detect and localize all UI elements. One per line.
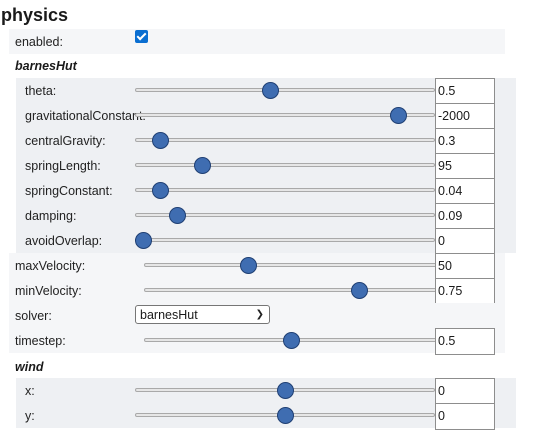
gravitationalconstant-slider-track[interactable] [135,107,435,124]
group-title-wind: wind [15,360,44,374]
theta-input[interactable]: 0.5 [435,78,495,105]
gravitationalconstant-input[interactable]: -2000 [435,103,495,130]
minvelocity-label: minVelocity: [15,284,82,298]
enabled-label: enabled: [15,35,63,49]
timestep-slider-track[interactable] [144,332,444,349]
avoidoverlap-slider-track[interactable] [135,232,435,249]
theta-slider-thumb[interactable] [262,82,280,99]
maxvelocity-slider-track[interactable] [144,257,444,274]
enabled-row: enabled: [9,29,505,54]
solver-label: solver: [15,309,52,323]
solver-selected-value: barnesHut [140,308,198,322]
springconstant-label: springConstant: [25,184,113,198]
wind-x-label: x: [25,384,35,398]
row-avoidoverlap: avoidOverlap: 0 [16,228,516,255]
gravitationalconstant-label: gravitationalConstant: [25,109,146,123]
wind-y-label: y: [25,409,35,423]
row-centralgravity: centralGravity: 0.3 [16,128,516,155]
maxvelocity-slider-thumb[interactable] [240,257,258,274]
damping-slider-thumb[interactable] [168,207,186,224]
springlength-label: springLength: [25,159,101,173]
wind-y-input[interactable]: 0 [435,403,495,430]
row-wind-y: y: 0 [16,403,516,430]
minvelocity-slider-track[interactable] [144,282,444,299]
row-maxvelocity: maxVelocity: 50 [9,253,505,280]
row-damping: damping: 0.09 [16,203,516,230]
row-minvelocity: minVelocity: 0.75 [9,278,505,305]
group-title-barneshut: barnesHut [15,59,77,73]
minvelocity-slider-thumb[interactable] [350,282,368,299]
minvelocity-input[interactable]: 0.75 [435,278,495,305]
theta-label: theta: [25,84,57,98]
springlength-slider-track[interactable] [135,157,435,174]
timestep-slider-thumb[interactable] [282,332,300,349]
row-gravitationalconstant: gravitationalConstant: -2000 [16,103,516,130]
section-title-physics: physics [1,5,69,25]
damping-label: damping: [25,209,77,223]
damping-slider-track[interactable] [135,207,435,224]
centralgravity-slider-thumb[interactable] [151,132,169,149]
row-solver: solver: barnesHut ❯ [9,303,505,328]
avoidoverlap-slider-thumb[interactable] [135,232,152,249]
springconstant-input[interactable]: 0.04 [435,178,495,205]
row-springlength: springLength: 95 [16,153,516,180]
springconstant-slider-thumb[interactable] [151,182,169,199]
springlength-input[interactable]: 95 [435,153,495,180]
theta-slider-track[interactable] [135,82,435,99]
timestep-label: timestep: [15,334,66,348]
timestep-input[interactable]: 0.5 [435,328,495,355]
wind-y-slider-track[interactable] [135,407,435,424]
wind-y-slider-thumb[interactable] [276,407,294,424]
enabled-checkbox[interactable] [135,30,148,43]
centralgravity-slider-track[interactable] [135,132,435,149]
damping-input[interactable]: 0.09 [435,203,495,230]
row-springconstant: springConstant: 0.04 [16,178,516,205]
maxvelocity-input[interactable]: 50 [435,253,495,280]
avoidoverlap-label: avoidOverlap: [25,234,103,248]
wind-x-input[interactable]: 0 [435,378,495,405]
row-timestep: timestep: 0.5 [9,328,505,355]
maxvelocity-label: maxVelocity: [15,259,86,273]
chevron-down-icon: ❯ [255,309,264,320]
row-wind-x: x: 0 [16,378,516,405]
springconstant-slider-track[interactable] [135,182,435,199]
avoidoverlap-input[interactable]: 0 [435,228,495,255]
centralgravity-input[interactable]: 0.3 [435,128,495,155]
gravitationalconstant-slider-thumb[interactable] [389,107,407,124]
springlength-slider-thumb[interactable] [194,157,212,174]
wind-x-slider-track[interactable] [135,382,435,399]
solver-select[interactable]: barnesHut ❯ [135,305,270,324]
centralgravity-label: centralGravity: [25,134,106,148]
wind-x-slider-thumb[interactable] [276,382,294,399]
row-theta: theta: 0.5 [16,78,516,105]
